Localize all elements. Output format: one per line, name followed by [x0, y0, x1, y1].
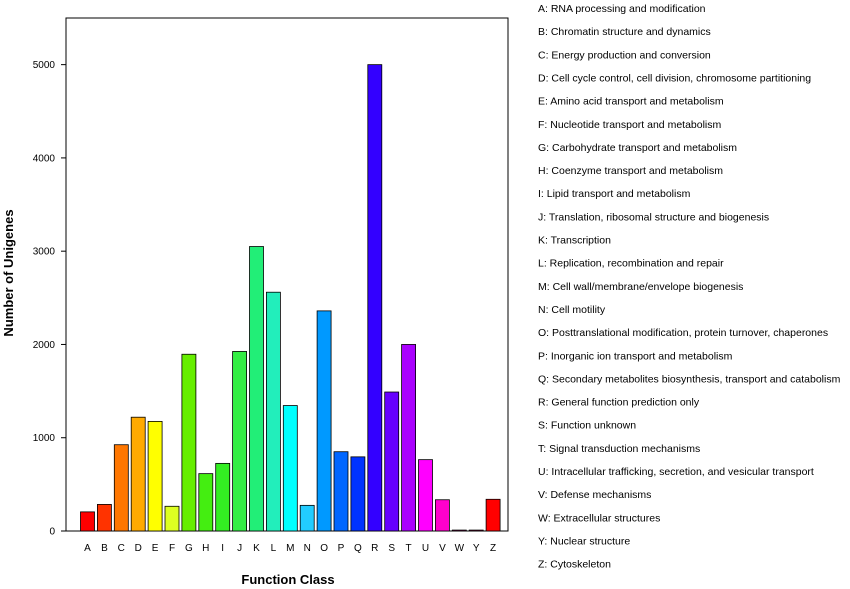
- x-tick-label: N: [304, 543, 311, 554]
- x-tick-label: O: [320, 543, 328, 554]
- x-tick-label: Z: [490, 543, 496, 554]
- x-tick-label: H: [202, 543, 209, 554]
- legend-entry: F: Nucleotide transport and metabolism: [538, 119, 722, 131]
- bar-S: [384, 391, 400, 532]
- legend-entry: U: Intracellular trafficking, secretion,…: [538, 466, 814, 478]
- y-tick-label: 0: [49, 527, 55, 538]
- x-tick-label: Q: [354, 543, 362, 554]
- legend-entry: Q: Secondary metabolites biosynthesis, t…: [538, 373, 841, 385]
- legend-entry: G: Carbohydrate transport and metabolism: [538, 142, 737, 154]
- bar-F: [164, 505, 180, 532]
- legend-entry: O: Posttranslational modification, prote…: [538, 327, 828, 339]
- legend-entry: A: RNA processing and modification: [538, 3, 706, 15]
- legend: A: RNA processing and modification B: Chr…: [538, 3, 841, 571]
- legend-entry: L: Replication, recombination and repair: [538, 258, 724, 270]
- legend-entry: P: Inorganic ion transport and metabolis…: [538, 350, 733, 362]
- x-tick-label: F: [169, 543, 175, 554]
- bar-C: [113, 444, 129, 532]
- y-tick-label: 2000: [33, 340, 56, 351]
- y-tick-label: 3000: [33, 247, 56, 258]
- x-tick-label: J: [237, 543, 242, 554]
- legend-entry: E: Amino acid transport and metabolism: [538, 96, 724, 108]
- legend-entry: D: Cell cycle control, cell division, ch…: [538, 72, 811, 84]
- bar-Z: [485, 498, 501, 532]
- bar-O: [316, 310, 332, 532]
- bar-N: [299, 504, 315, 532]
- x-tick-label: L: [271, 543, 277, 554]
- bar-J: [232, 351, 248, 532]
- x-tick-label: G: [185, 543, 193, 554]
- x-tick-label: C: [118, 543, 125, 554]
- legend-entry: Y: Nuclear structure: [538, 535, 630, 547]
- bar-A: [80, 511, 95, 532]
- bar-B: [97, 504, 112, 532]
- bar-T: [401, 344, 417, 532]
- x-tick-label: U: [422, 543, 429, 554]
- legend-entry: W: Extracellular structures: [538, 512, 660, 524]
- legend-entry: H: Coenzyme transport and metabolism: [538, 165, 723, 177]
- x-tick-label: T: [406, 543, 412, 554]
- y-tick-label: 4000: [33, 153, 56, 164]
- x-axis-title: Function Class: [241, 572, 334, 587]
- x-tick-label: P: [338, 543, 345, 554]
- y-axis-title: Number of Unigenes: [1, 209, 16, 336]
- x-tick-label: D: [135, 543, 142, 554]
- x-tick-label: B: [101, 543, 108, 554]
- bar-U: [418, 459, 433, 532]
- legend-entry: N: Cell motility: [538, 304, 606, 316]
- x-tick-label: K: [253, 543, 260, 554]
- x-tick-label: A: [84, 543, 91, 554]
- legend-entry: K: Transcription: [538, 235, 611, 247]
- x-tick-label: M: [286, 543, 294, 554]
- x-tick-label: S: [388, 543, 395, 554]
- x-tick-label: E: [152, 543, 159, 554]
- bar-W: [451, 529, 467, 532]
- bar-M: [282, 405, 298, 532]
- y-tick-label: 1000: [33, 433, 56, 444]
- legend-entry: I: Lipid transport and metabolism: [538, 188, 691, 200]
- legend-entry: M: Cell wall/membrane/envelope biogenesi…: [538, 281, 743, 293]
- legend-entry: V: Defense mechanisms: [538, 489, 651, 501]
- x-tick-label: V: [439, 543, 446, 554]
- legend-entry: Z: Cytoskeleton: [538, 559, 611, 571]
- bar-E: [147, 420, 163, 532]
- legend-entry: T: Signal transduction mechanisms: [538, 443, 700, 455]
- y-tick-label: 5000: [33, 60, 56, 71]
- x-tick-label: Y: [473, 543, 480, 554]
- legend-entry: C: Energy production and conversion: [538, 49, 711, 61]
- x-tick-label: I: [221, 543, 224, 554]
- legend-entry: S: Function unknown: [538, 420, 636, 432]
- bar-Q: [350, 456, 366, 532]
- y-axis: 0 1000 2000 3000 4000 5000: [33, 60, 66, 538]
- bar-R: [367, 64, 383, 532]
- bar-L: [265, 291, 281, 532]
- plot-area: [65, 17, 509, 532]
- legend-entry: R: General function prediction only: [538, 397, 700, 409]
- bar-I: [215, 462, 231, 532]
- bar-K: [249, 246, 264, 532]
- x-tick-label: R: [371, 543, 378, 554]
- bar-G: [181, 353, 197, 532]
- bar-H: [198, 473, 214, 532]
- legend-entry: B: Chromatin structure and dynamics: [538, 26, 711, 38]
- bar-Y: [468, 529, 484, 532]
- legend-entry: J: Translation, ribosomal structure and …: [538, 211, 769, 223]
- bar-P: [333, 451, 349, 532]
- x-tick-label: W: [455, 543, 465, 554]
- bar-V: [434, 499, 450, 532]
- bar-D: [130, 416, 146, 532]
